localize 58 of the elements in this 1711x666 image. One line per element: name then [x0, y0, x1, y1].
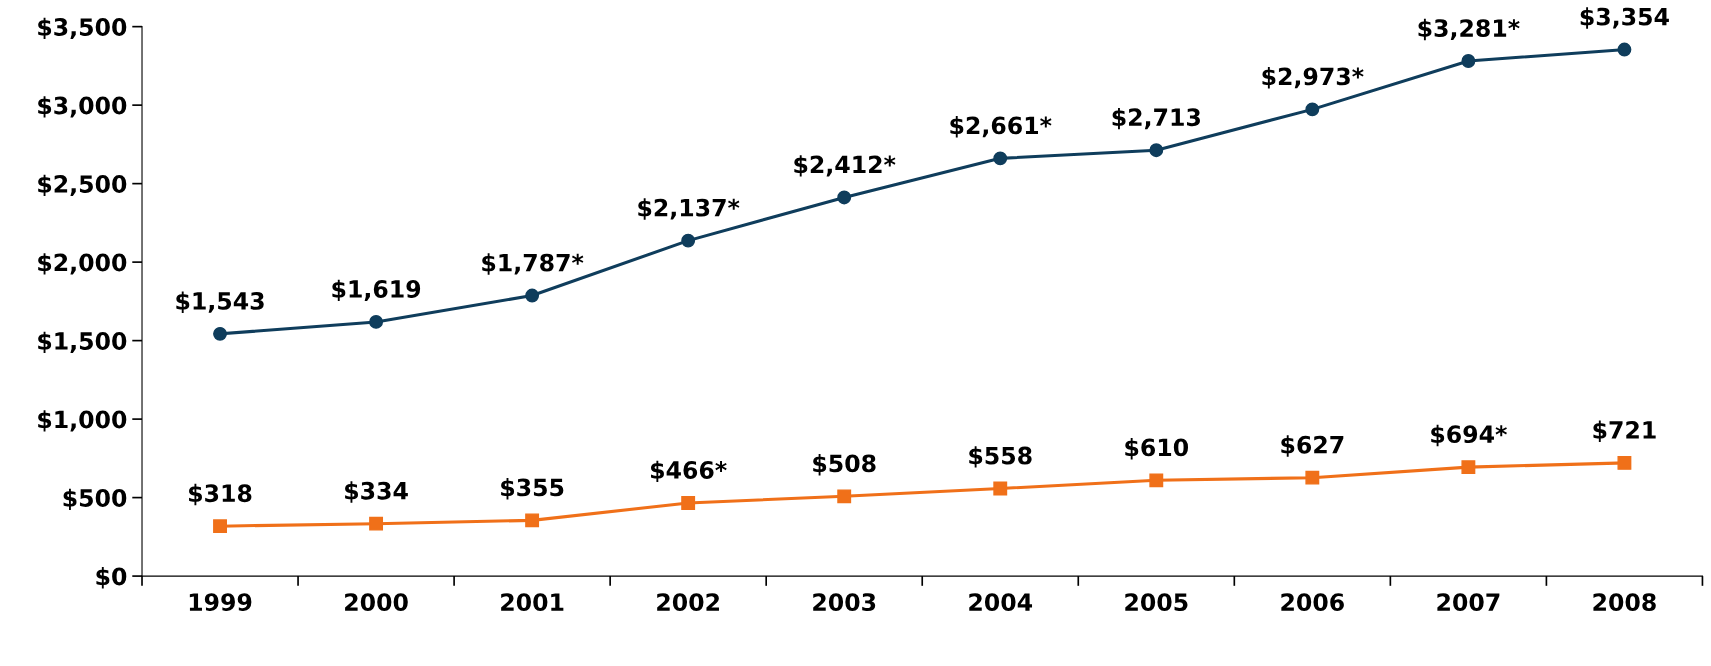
y-tick-label: $0 [96, 567, 127, 589]
data-label: $3,354 [1580, 7, 1669, 29]
point [213, 326, 227, 341]
point [681, 495, 696, 510]
data-label: $2,661* [950, 116, 1052, 138]
point [993, 151, 1008, 166]
point [993, 481, 1008, 496]
data-label: $508 [813, 454, 876, 476]
point [369, 314, 384, 329]
point [837, 489, 852, 504]
y-tick-label: $2,000 [38, 253, 127, 275]
point [1149, 143, 1164, 158]
point [369, 516, 384, 531]
data-label: $721 [1593, 420, 1656, 443]
point [525, 288, 540, 303]
data-label: $694* [1431, 424, 1507, 447]
x-tick-label: 1999 [189, 593, 252, 612]
x-tick-label: 2002 [657, 593, 719, 612]
x-tick-label: 2000 [345, 593, 408, 612]
point [681, 233, 696, 248]
point [837, 190, 852, 205]
y-tick-label: $2,500 [38, 174, 127, 197]
y-tick-label: $1,000 [38, 410, 127, 432]
point [1461, 460, 1476, 475]
data-label: $610 [1125, 438, 1189, 460]
point [1305, 470, 1320, 485]
point [1149, 473, 1164, 488]
y-tick-label: $1,500 [38, 331, 127, 354]
data-label: $1,787* [482, 253, 584, 275]
data-label: $2,973* [1262, 67, 1364, 89]
data-label: $334 [345, 481, 408, 503]
x-tick-label: 2008 [1593, 593, 1656, 612]
data-label: $355 [501, 478, 564, 500]
x-tick-label: 2006 [1281, 593, 1344, 612]
data-label: $627 [1281, 435, 1344, 457]
point [1305, 102, 1320, 117]
point [525, 513, 540, 528]
data-label: $558 [969, 446, 1032, 468]
data-label: $1,543 [176, 291, 264, 313]
data-label: $1,619 [332, 279, 421, 302]
x-tick-label: 2001 [501, 593, 564, 612]
point [1617, 455, 1632, 470]
data-label: $466* [650, 460, 727, 483]
point [1461, 54, 1476, 68]
x-tick-label: 2004 [969, 593, 1033, 612]
data-label: $3,281* [1418, 18, 1520, 41]
x-tick-label: 2007 [1437, 593, 1500, 612]
y-tick-label: $500 [63, 488, 127, 511]
x-tick-label: 2005 [1125, 593, 1188, 612]
data-label: $2,412* [794, 155, 896, 177]
y-tick-label: $3,000 [38, 96, 127, 118]
data-label: $2,137* [638, 198, 740, 220]
data-label: $318 [189, 483, 252, 506]
y-tick-label: $3,500 [38, 17, 127, 40]
point [213, 519, 227, 534]
data-label: $2,713 [1112, 107, 1200, 130]
point [1617, 42, 1632, 57]
x-tick-label: 2003 [813, 593, 876, 612]
